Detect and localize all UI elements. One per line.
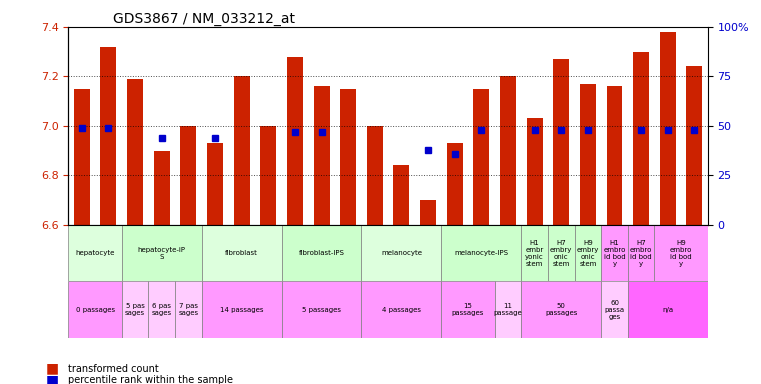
Bar (340, 89, 356, 225)
Bar (420, 200, 436, 225)
FancyBboxPatch shape (282, 225, 361, 281)
Bar (633, 51, 649, 225)
Bar (553, 59, 569, 225)
FancyBboxPatch shape (202, 281, 282, 338)
Text: 5 pas
sages: 5 pas sages (125, 303, 145, 316)
FancyBboxPatch shape (654, 225, 708, 281)
Bar (580, 84, 596, 225)
FancyBboxPatch shape (68, 225, 122, 281)
Text: 5 passages: 5 passages (302, 307, 341, 313)
Text: hepatocyte: hepatocyte (75, 250, 115, 256)
Bar (180, 126, 196, 225)
Bar (447, 143, 463, 225)
FancyBboxPatch shape (361, 281, 441, 338)
Bar (660, 32, 676, 225)
Bar (127, 79, 143, 225)
Text: hepatocyte-iP
S: hepatocyte-iP S (138, 247, 186, 260)
Bar (207, 143, 223, 225)
FancyBboxPatch shape (601, 225, 628, 281)
Bar (154, 151, 170, 225)
Text: H7
embro
id bod
y: H7 embro id bod y (630, 240, 652, 266)
Text: 11
passage: 11 passage (494, 303, 522, 316)
Text: transformed count: transformed count (68, 364, 159, 374)
Text: H9
embry
onic
stem: H9 embry onic stem (577, 240, 599, 266)
FancyBboxPatch shape (521, 281, 601, 338)
FancyBboxPatch shape (575, 225, 601, 281)
Text: fibroblast-IPS: fibroblast-IPS (298, 250, 345, 256)
Bar (74, 89, 90, 225)
Text: melanocyte-IPS: melanocyte-IPS (454, 250, 508, 256)
FancyBboxPatch shape (122, 225, 202, 281)
Text: GDS3867 / NM_033212_at: GDS3867 / NM_033212_at (113, 12, 295, 26)
Bar (500, 76, 516, 225)
Bar (367, 126, 383, 225)
Text: 7 pas
sages: 7 pas sages (178, 303, 199, 316)
Bar (100, 47, 116, 225)
Text: H1
embro
id bod
y: H1 embro id bod y (603, 240, 626, 266)
Text: 60
passa
ges: 60 passa ges (604, 300, 625, 319)
Text: 4 passages: 4 passages (382, 307, 421, 313)
FancyBboxPatch shape (628, 281, 708, 338)
Text: 50
passages: 50 passages (545, 303, 578, 316)
FancyBboxPatch shape (441, 225, 521, 281)
Bar (686, 66, 702, 225)
FancyBboxPatch shape (521, 225, 548, 281)
Text: ■: ■ (46, 373, 59, 384)
Text: percentile rank within the sample: percentile rank within the sample (68, 375, 234, 384)
FancyBboxPatch shape (441, 281, 495, 338)
FancyBboxPatch shape (361, 225, 441, 281)
Text: H1
embr
yonic
stem: H1 embr yonic stem (525, 240, 544, 266)
Text: H9
embro
id bod
y: H9 embro id bod y (670, 240, 693, 266)
Bar (287, 56, 303, 225)
Text: H7
embry
onic
stem: H7 embry onic stem (550, 240, 572, 266)
Bar (607, 86, 622, 225)
Text: 14 passages: 14 passages (220, 307, 263, 313)
Bar (234, 76, 250, 225)
FancyBboxPatch shape (282, 281, 361, 338)
Bar (527, 118, 543, 225)
Bar (473, 89, 489, 225)
Text: 0 passages: 0 passages (75, 307, 115, 313)
FancyBboxPatch shape (495, 281, 521, 338)
FancyBboxPatch shape (122, 281, 148, 338)
FancyBboxPatch shape (628, 225, 654, 281)
FancyBboxPatch shape (548, 225, 575, 281)
Text: n/a: n/a (662, 307, 673, 313)
FancyBboxPatch shape (175, 281, 202, 338)
Text: melanocyte: melanocyte (381, 250, 422, 256)
FancyBboxPatch shape (68, 281, 122, 338)
FancyBboxPatch shape (148, 281, 175, 338)
FancyBboxPatch shape (601, 281, 628, 338)
Bar (260, 126, 276, 225)
Text: fibroblast: fibroblast (225, 250, 258, 256)
Text: 15
passages: 15 passages (452, 303, 484, 316)
Text: 6 pas
sages: 6 pas sages (151, 303, 172, 316)
Bar (314, 86, 330, 225)
Text: ■: ■ (46, 362, 59, 376)
FancyBboxPatch shape (202, 225, 282, 281)
Bar (393, 166, 409, 225)
